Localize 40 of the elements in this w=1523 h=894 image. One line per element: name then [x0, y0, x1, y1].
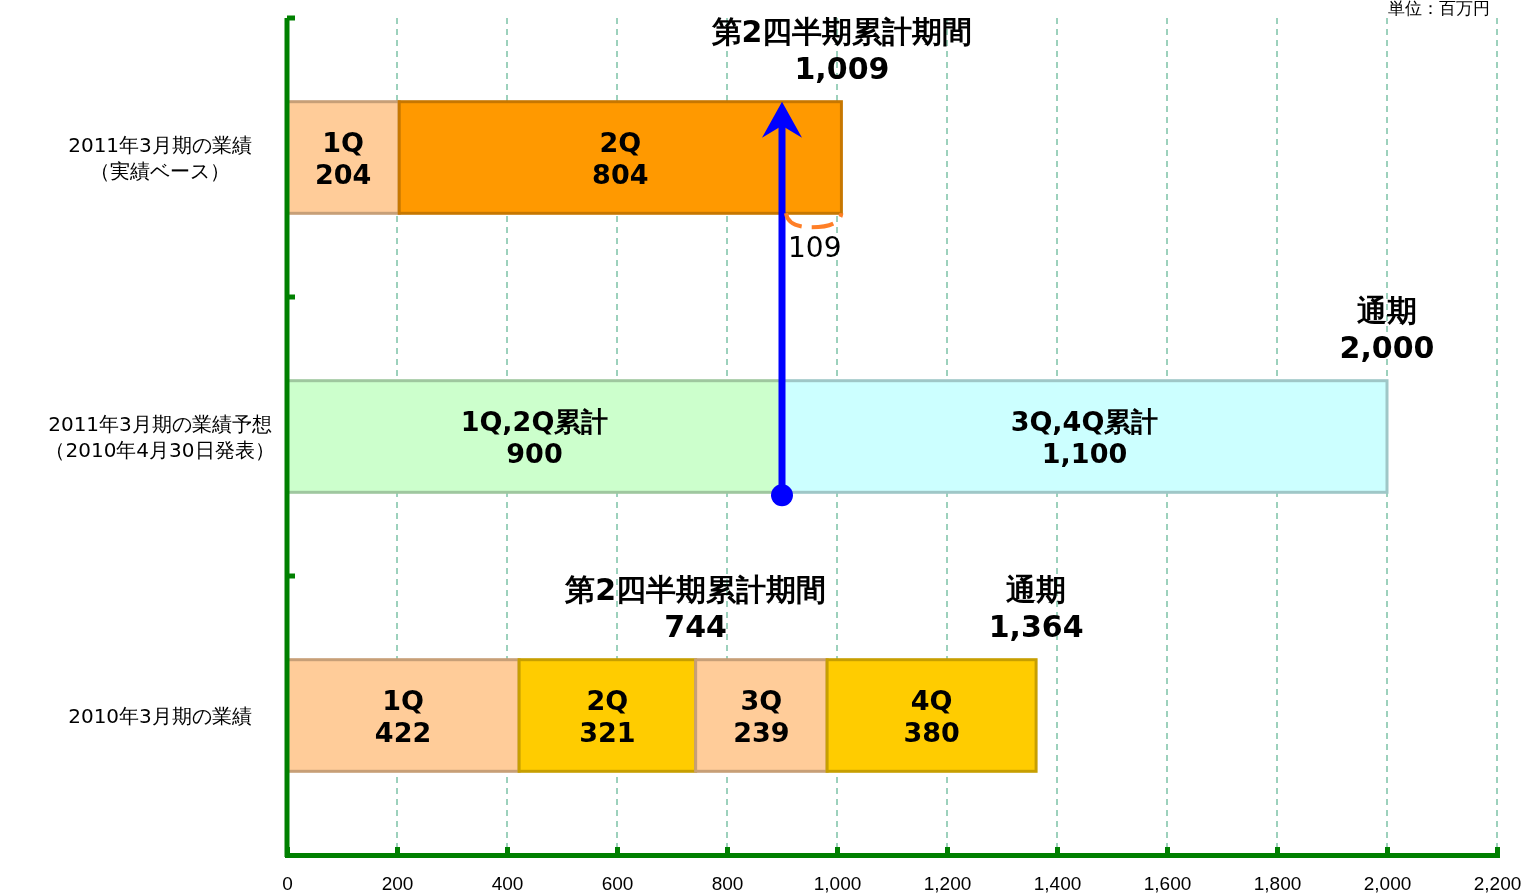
annotation: 2Q: [599, 126, 642, 158]
y-tick-label: 2011年3月期の業績予想（2010年4月30日発表）: [45, 411, 275, 462]
x-tick-label: 600: [601, 873, 634, 894]
data-label: 380: [903, 716, 960, 748]
data-label: 239: [733, 716, 790, 748]
annotation: 通期 2,000: [1339, 292, 1435, 365]
annotation: 3Q: [740, 684, 783, 716]
annotation: 第2四半期累計期間 1,009: [710, 13, 973, 86]
x-tick-label: 200: [381, 873, 414, 894]
data-label: 422: [374, 716, 432, 748]
bar: [825, 658, 1038, 773]
annotation: 3Q,4Q累計: [1010, 405, 1159, 437]
y-tick-label: 2011年3月期の業績（実績ベース）: [68, 132, 252, 183]
y-tick-label: 2010年3月期の業績: [68, 703, 252, 728]
x-tick-label: 1,400: [1033, 873, 1082, 894]
bar: [397, 100, 843, 215]
x-tick-label: 1,000: [813, 873, 862, 894]
data-label: 204: [314, 158, 372, 190]
x-tick-label: 0: [282, 873, 293, 894]
annotation: 第2四半期累計期間 744: [564, 571, 827, 644]
x-tick-label: 2,200: [1473, 873, 1522, 894]
annotation: 2Q: [586, 684, 629, 716]
data-label: 321: [579, 716, 636, 748]
data-label: 1,100: [1041, 437, 1128, 469]
annotation: 1Q: [382, 684, 424, 716]
x-tick-label: 1,800: [1253, 873, 1302, 894]
annotation: 109: [788, 231, 842, 265]
annotation: 通期 1,364: [988, 571, 1084, 644]
x-tick-label: 1,200: [923, 873, 972, 894]
bar: [694, 658, 829, 773]
annotation: 単位：百万円: [1388, 0, 1490, 18]
annotation: 1Q: [322, 126, 364, 158]
annotation: 1Q,2Q累計: [460, 405, 609, 437]
annotation: 4Q: [910, 684, 953, 716]
x-tick-label: 400: [491, 873, 524, 894]
x-tick-label: 800: [711, 873, 744, 894]
data-label: 804: [592, 158, 649, 190]
x-tick-label: 1,600: [1143, 873, 1192, 894]
data-label: 900: [506, 437, 563, 469]
x-tick-label: 2,000: [1363, 873, 1412, 894]
